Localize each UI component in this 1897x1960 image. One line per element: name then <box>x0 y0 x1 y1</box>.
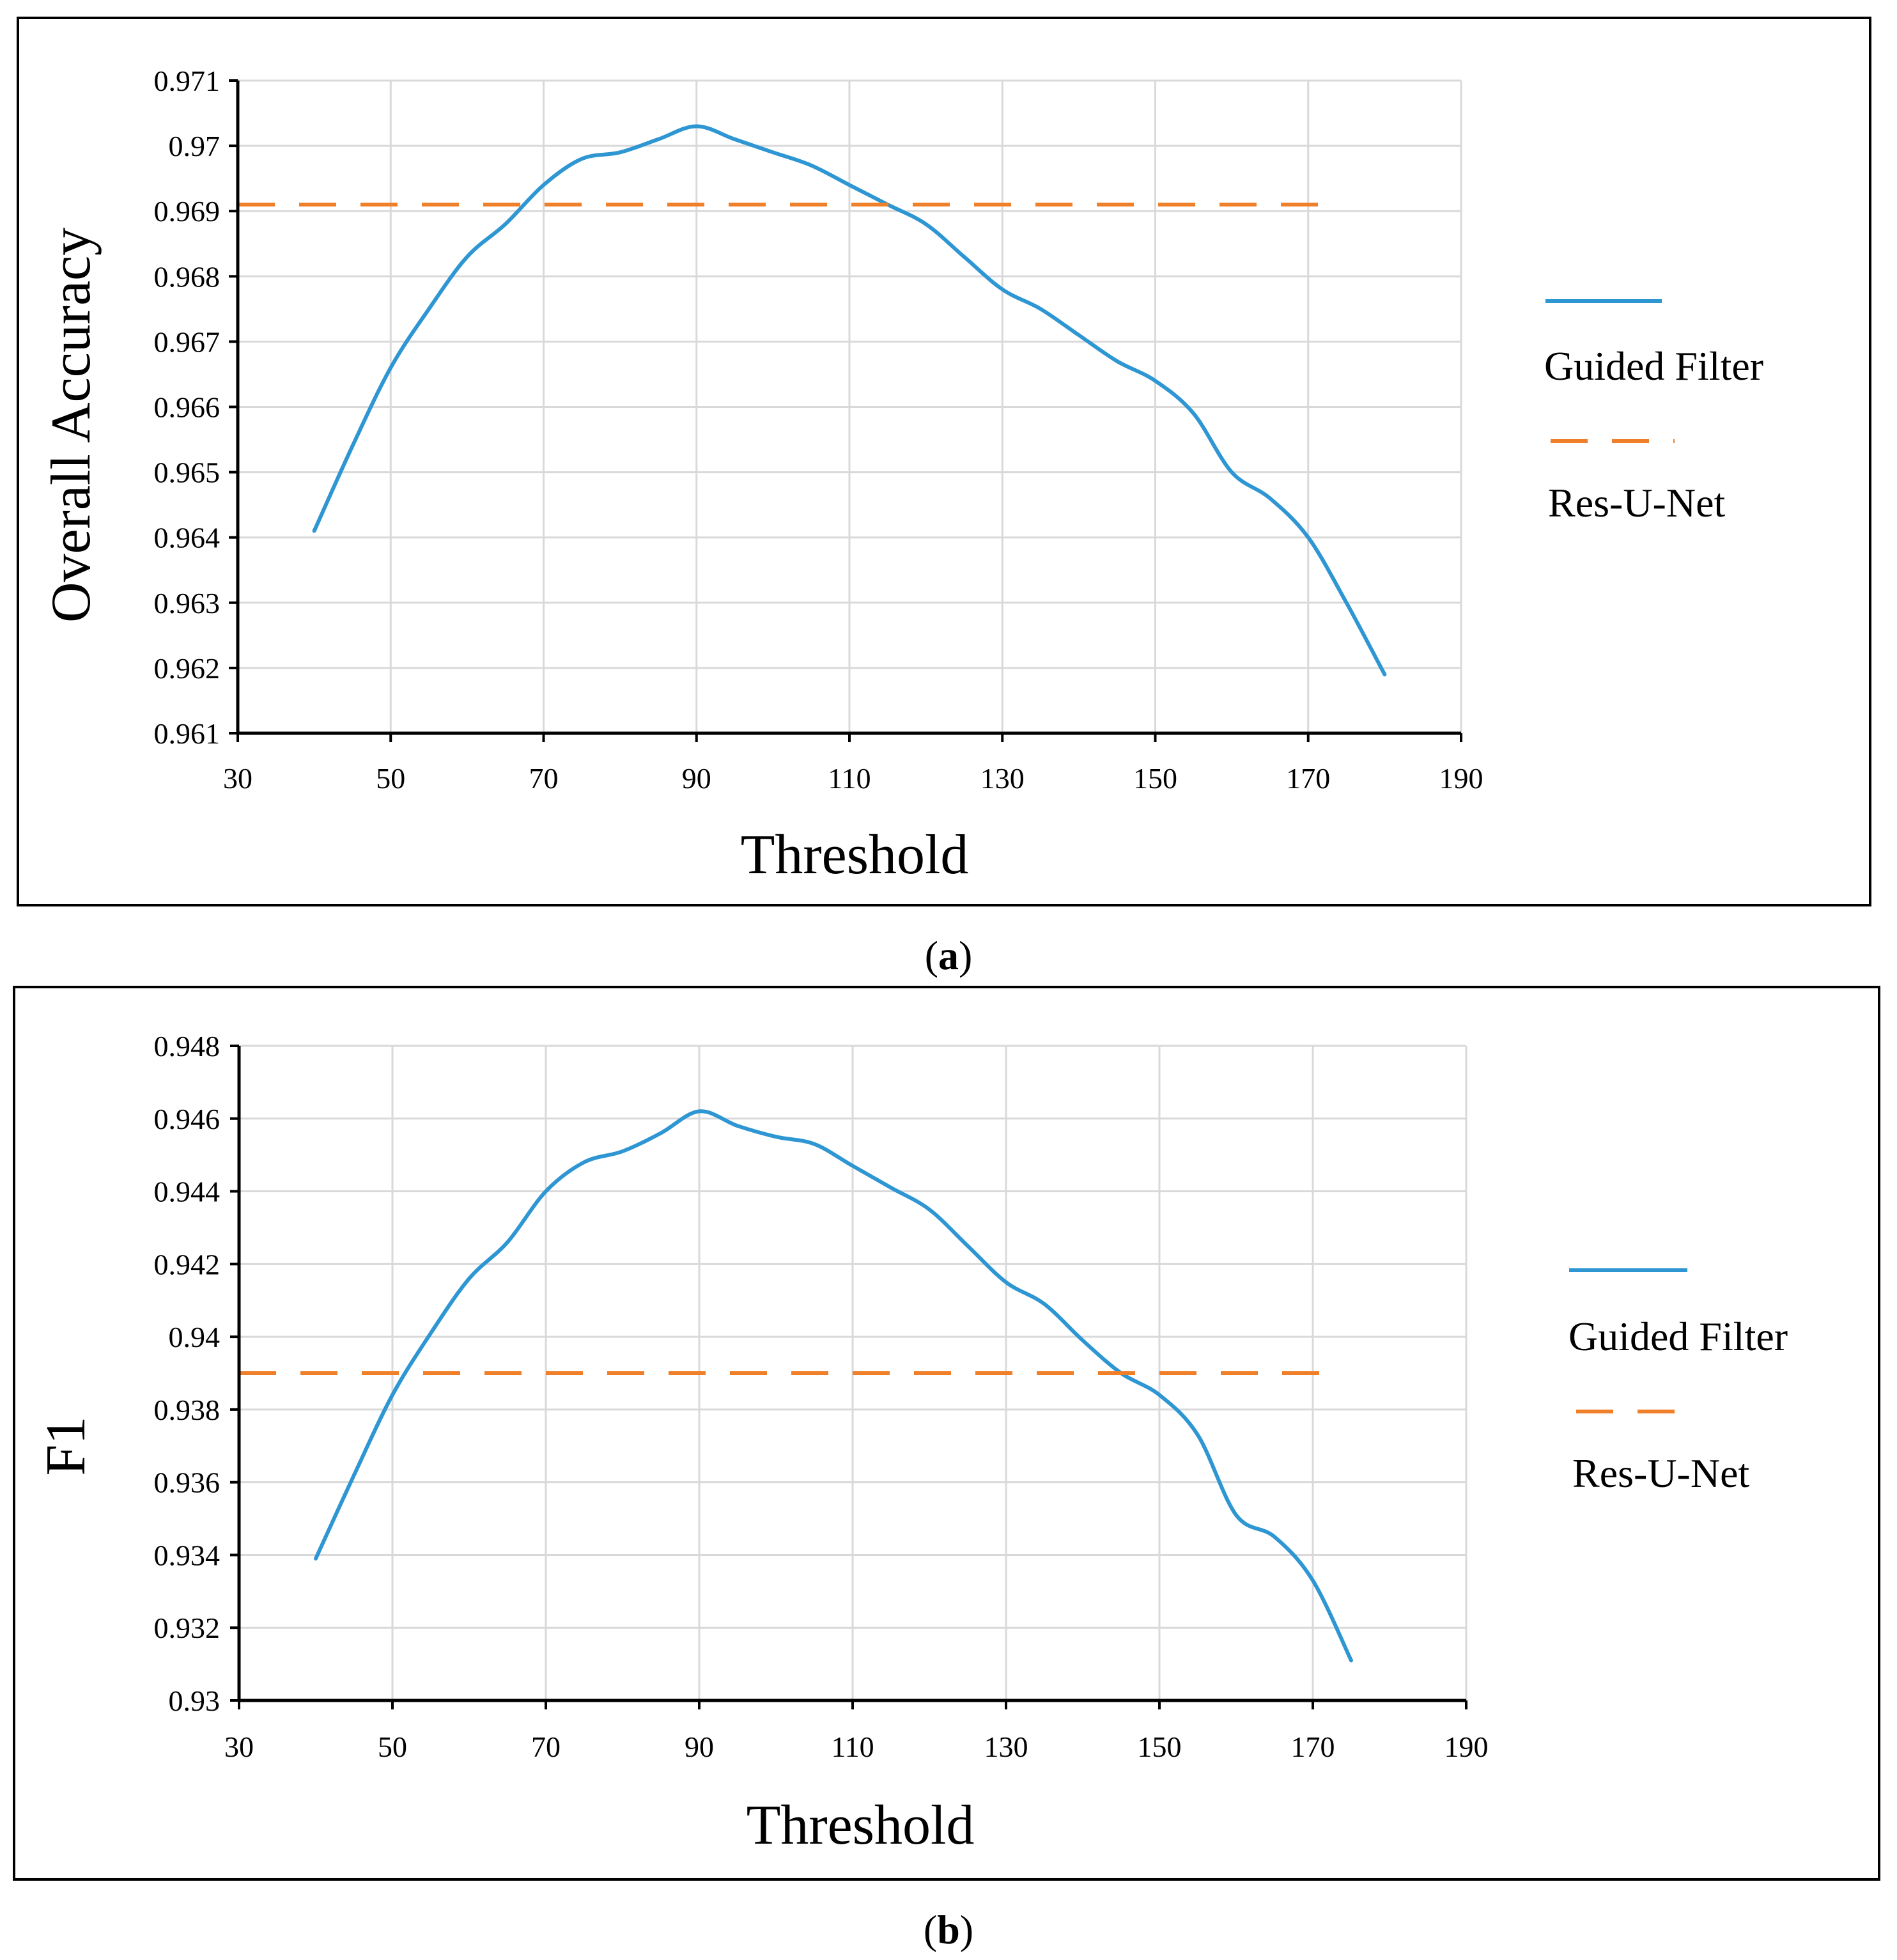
panel-a-frame <box>17 17 1871 906</box>
chart-b-axes <box>230 1045 1467 1709</box>
panel-b-letter: b <box>937 1907 960 1952</box>
chart-a-legend: Guided Filter Res-U-Net <box>1544 299 1763 525</box>
chart-a-y-tick-label: 0.965 <box>154 456 221 489</box>
chart-a-y-axis-title: Overall Accuracy <box>40 228 102 623</box>
chart-a-y-tick-label: 0.967 <box>154 325 221 358</box>
chart-a-x-tick-label: 50 <box>376 762 405 795</box>
chart-b-y-tick-label: 0.934 <box>154 1539 221 1571</box>
chart-a-x-tick-label: 30 <box>223 762 252 795</box>
chart-b-x-tick-label: 110 <box>831 1731 874 1763</box>
chart-a-x-tick-label: 170 <box>1286 762 1330 795</box>
chart-b-x-tick-label: 170 <box>1291 1731 1335 1763</box>
chart-b-y-ticks: 0.93 0.932 0.934 0.936 0.938 0.94 0.942 0.944 0.… <box>154 1030 221 1717</box>
panel-a-label: (a) <box>925 933 973 978</box>
chart-a-x-tick-label: 130 <box>980 762 1025 795</box>
chart-b-series <box>239 1109 1353 1663</box>
chart-b-y-tick-label: 0.932 <box>154 1612 221 1644</box>
chart-a-y-tick-label: 0.968 <box>154 260 221 293</box>
chart-a-x-ticks: 30 50 70 90 110 130 150 170 190 <box>223 762 1483 795</box>
chart-a-series <box>238 124 1387 677</box>
chart-a-legend-resunet-label: Res-U-Net <box>1548 480 1725 525</box>
chart-a-y-tick-label: 0.971 <box>154 65 221 97</box>
chart-a: 30 50 70 90 110 130 150 170 190 0.9610.9620.9630… <box>40 65 1763 886</box>
chart-a-y-ticks: 0.961 0.962 0.963 0.964 0.965 0.966 0.967 0.968… <box>154 65 221 750</box>
chart-a-x-tick-label: 150 <box>1133 762 1177 795</box>
chart-b-y-tick-label: 0.944 <box>154 1176 221 1208</box>
chart-a-y-tick-label: 0.962 <box>154 652 221 685</box>
chart-b-legend-guided-label: Guided Filter <box>1568 1314 1788 1359</box>
chart-b-x-tick-label: 150 <box>1138 1731 1182 1763</box>
panel-a-letter: a <box>938 933 959 978</box>
chart-a-y-tick-label: 0.963 <box>154 587 221 619</box>
chart-b-x-tick-label: 90 <box>685 1731 714 1763</box>
chart-a-x-tick-label: 90 <box>682 762 711 795</box>
chart-b-x-tick-label: 190 <box>1444 1731 1489 1763</box>
chart-a-x-tick-label: 110 <box>828 762 871 795</box>
chart-b-y-axis-title: F1 <box>35 1417 97 1476</box>
chart-a-y-tick-label: 0.961 <box>154 717 221 750</box>
chart-a-y-tick-label: 0.964 <box>154 522 221 554</box>
chart-b-series-guided-line <box>314 1109 1353 1663</box>
chart-a-axes <box>229 79 1462 742</box>
panel-b-label: (b) <box>924 1907 973 1952</box>
chart-b-x-tick-label: 30 <box>224 1731 254 1763</box>
chart-b-y-tick-label: 0.94 <box>169 1321 221 1353</box>
chart-b-legend: Guided Filter Res-U-Net <box>1568 1268 1788 1496</box>
chart-b-x-axis-title: Threshold <box>747 1794 975 1856</box>
chart-a-legend-guided-label: Guided Filter <box>1544 343 1763 389</box>
chart-b-y-tick-label: 0.938 <box>154 1394 221 1426</box>
chart-a-y-tick-label: 0.966 <box>154 391 221 424</box>
chart-a-series-guided-line <box>312 124 1387 677</box>
chart-b-y-tick-label: 0.93 <box>169 1684 221 1717</box>
chart-b-legend-resunet-label: Res-U-Net <box>1572 1451 1749 1496</box>
chart-a-x-tick-label: 190 <box>1439 762 1483 795</box>
chart-a-x-axis-title: Threshold <box>741 824 969 886</box>
chart-b-x-ticks: 30 50 70 90 110 130 150 170 190 <box>224 1731 1489 1763</box>
chart-b-y-tick-label: 0.946 <box>154 1103 221 1135</box>
chart-b-y-tick-label: 0.942 <box>154 1248 221 1280</box>
chart-a-x-tick-label: 70 <box>529 762 559 795</box>
chart-b-x-tick-label: 50 <box>378 1731 407 1763</box>
chart-b-x-tick-label: 130 <box>984 1731 1028 1763</box>
chart-b-x-tick-label: 70 <box>531 1731 561 1763</box>
chart-b: 30 50 70 90 110 130 150 170 190 0.930.9320.9340.… <box>35 1030 1788 1856</box>
chart-b-y-tick-label: 0.936 <box>154 1466 221 1499</box>
chart-a-y-tick-label: 0.969 <box>154 195 221 228</box>
chart-a-grid <box>238 79 1462 733</box>
chart-b-y-tick-label: 0.948 <box>154 1030 221 1062</box>
chart-a-y-tick-label: 0.97 <box>169 130 221 162</box>
panel-b-frame <box>13 986 1880 1881</box>
